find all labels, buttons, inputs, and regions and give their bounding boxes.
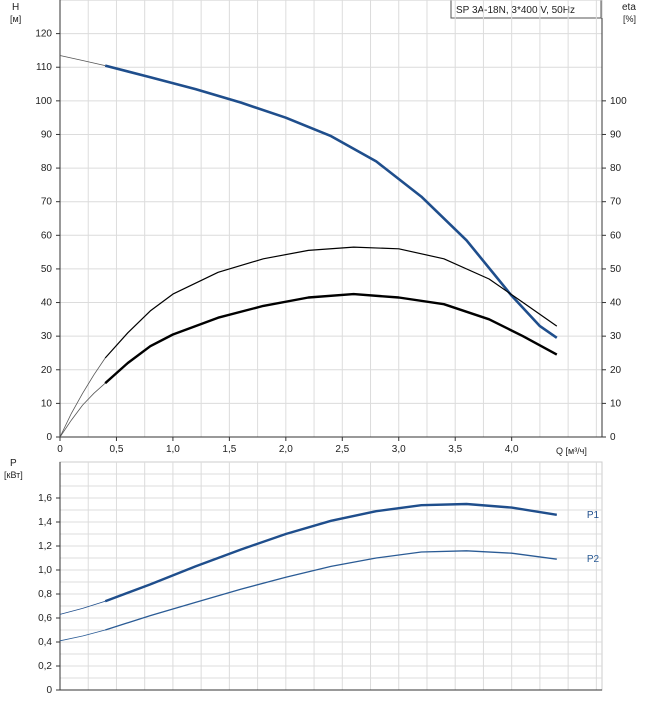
x-tick-label: 2,0 <box>279 444 293 455</box>
head-curve <box>104 64 558 339</box>
head-tick-label: 40 <box>41 298 53 309</box>
eta-upper-curve <box>104 246 558 359</box>
head-tick-label: 70 <box>41 197 53 208</box>
eta-tick-label: 20 <box>610 365 622 376</box>
p2-curve <box>105 550 557 631</box>
power-axis-label: P <box>10 458 17 469</box>
eta-lower-curve-extension <box>59 382 106 438</box>
x-tick-label: 0 <box>57 444 63 455</box>
eta-axis-unit: [%] <box>623 14 636 24</box>
eta-tick-label: 30 <box>610 331 622 342</box>
power-tick-label: 1,6 <box>38 493 52 504</box>
x-tick-label: 4,0 <box>505 444 519 455</box>
eta-tick-label: 70 <box>610 197 622 208</box>
head-tick-label: 110 <box>36 62 52 73</box>
eta-tick-label: 0 <box>610 432 616 443</box>
power-axis-unit: [кВт] <box>4 470 23 480</box>
power-tick-label: 1,0 <box>38 565 52 576</box>
p1-series-label: P1 <box>587 510 600 521</box>
head-tick-label: 120 <box>35 29 52 40</box>
head-tick-label: 50 <box>41 264 53 275</box>
eta-tick-label: 10 <box>610 398 622 409</box>
head-tick-label: 20 <box>41 365 53 376</box>
eta-tick-label: 90 <box>610 129 622 140</box>
head-axis-unit: [м] <box>10 14 21 24</box>
chart-title: SP 3A-18N, 3*400 V, 50Hz <box>456 5 575 16</box>
head-tick-label: 60 <box>41 230 53 241</box>
power-tick-label: 0,4 <box>38 637 52 648</box>
eta-tick-label: 80 <box>610 163 622 174</box>
x-tick-label: 3,5 <box>448 444 462 455</box>
power-tick-label: 1,4 <box>38 517 52 528</box>
eta-tick-label: 100 <box>610 96 627 107</box>
power-tick-label: 1,2 <box>38 541 52 552</box>
head-tick-label: 100 <box>35 96 52 107</box>
x-tick-label: 3,0 <box>392 444 406 455</box>
x-tick-label: 2,5 <box>335 444 349 455</box>
head-tick-label: 10 <box>41 398 53 409</box>
eta-tick-label: 50 <box>610 264 622 275</box>
power-tick-label: 0,8 <box>38 589 52 600</box>
head-axis-label: H <box>12 2 19 13</box>
eta-lower-curve <box>104 292 558 385</box>
eta-axis-label: eta <box>622 2 636 13</box>
bottom-plot-frame <box>59 461 603 691</box>
eta-tick-label: 40 <box>610 298 622 309</box>
p2-series-label: P2 <box>587 554 600 565</box>
head-tick-label: 80 <box>41 163 53 174</box>
head-tick-label: 0 <box>46 432 52 443</box>
head-tick-label: 90 <box>41 129 53 140</box>
power-tick-label: 0 <box>46 685 52 696</box>
head-tick-label: 30 <box>41 331 53 342</box>
top-plot-frame <box>59 0 603 438</box>
power-tick-label: 0,6 <box>38 613 52 624</box>
eta-upper-curve-extension <box>59 357 106 438</box>
p1-curve <box>104 502 557 603</box>
head-curve-extension <box>59 55 106 66</box>
power-tick-label: 0,2 <box>38 661 52 672</box>
p1-curve-extension <box>59 600 106 615</box>
flow-axis-label: Q [м³/ч] <box>556 446 587 456</box>
x-tick-label: 0,5 <box>110 444 124 455</box>
x-tick-label: 1,0 <box>166 444 180 455</box>
eta-tick-label: 60 <box>610 230 622 241</box>
chart-title-box <box>450 0 602 19</box>
x-tick-label: 1,5 <box>222 444 236 455</box>
p2-curve-extension <box>59 629 106 642</box>
